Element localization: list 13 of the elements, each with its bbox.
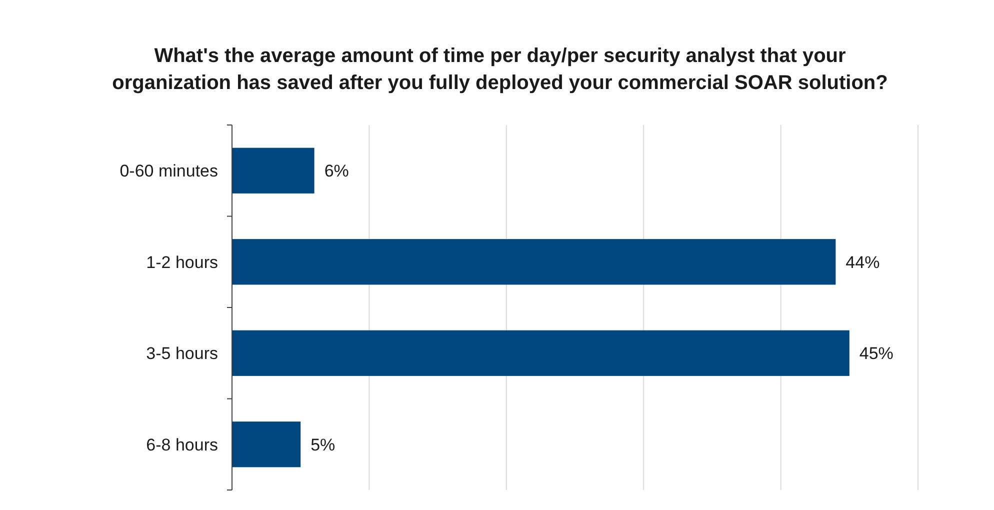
chart-title: What's the average amount of time per day/per security analyst that your organization has saved after you fully deployed your commercial SOAR solution? [112,45,888,94]
y-tick-label: 3-5 hours [146,344,218,364]
bar [232,148,314,194]
y-tick-label: 6-8 hours [146,435,218,454]
data-label: 5% [310,435,336,454]
y-tick-label: 1-2 hours [146,252,218,272]
bar [232,239,836,285]
data-label: 44% [846,252,880,272]
data-label: 45% [859,344,894,364]
bar [232,330,850,376]
data-label: 6% [324,162,349,181]
bar [232,422,301,468]
y-tick-label: 0-60 minutes [120,162,218,181]
